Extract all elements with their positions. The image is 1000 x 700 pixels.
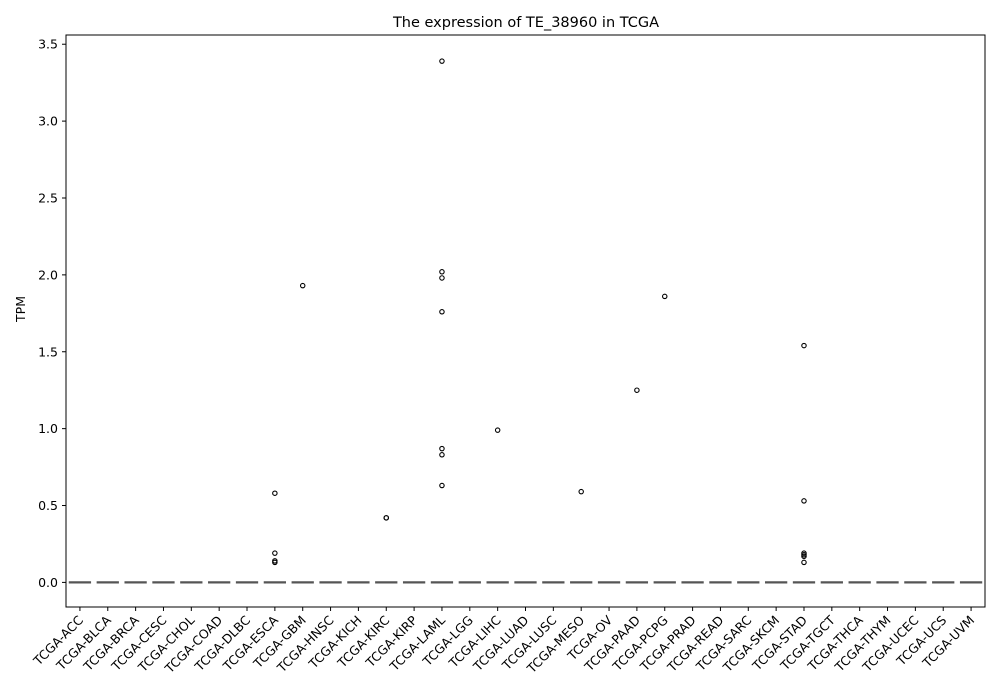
y-tick-label: 1.0 <box>38 421 58 436</box>
outlier-point <box>494 427 501 433</box>
y-tick-label: 1.5 <box>38 344 58 359</box>
outlier-point <box>801 342 807 349</box>
outlier-point <box>272 559 278 566</box>
outlier-point <box>439 445 445 452</box>
outlier-point <box>299 282 306 289</box>
outlier-point <box>439 275 445 281</box>
y-tick-label: 0.5 <box>38 498 58 513</box>
y-tick-label: 2.5 <box>38 190 58 205</box>
plot-area <box>68 58 983 584</box>
outlier-point <box>439 58 445 64</box>
outlier-point <box>439 482 445 489</box>
outlier-point <box>439 269 445 275</box>
outlier-point <box>272 490 278 496</box>
outlier-point <box>439 452 445 458</box>
y-tick-label: 2.0 <box>38 267 58 282</box>
outlier-point <box>383 515 390 521</box>
outlier-point <box>272 550 278 556</box>
y-tick-label: 0.0 <box>38 575 58 590</box>
outlier-point <box>661 293 668 300</box>
outlier-point <box>801 498 807 504</box>
outlier-point <box>439 309 445 315</box>
outlier-point <box>801 559 807 566</box>
y-axis-label: TPM <box>13 296 28 323</box>
outlier-point <box>801 553 807 560</box>
outlier-point <box>578 488 584 495</box>
chart-title: The expression of TE_38960 in TCGA <box>392 15 659 31</box>
axes-frame <box>65 34 986 608</box>
y-tick-label: 3.5 <box>38 37 58 52</box>
outlier-point <box>634 387 640 393</box>
y-tick-label: 3.0 <box>38 114 58 129</box>
